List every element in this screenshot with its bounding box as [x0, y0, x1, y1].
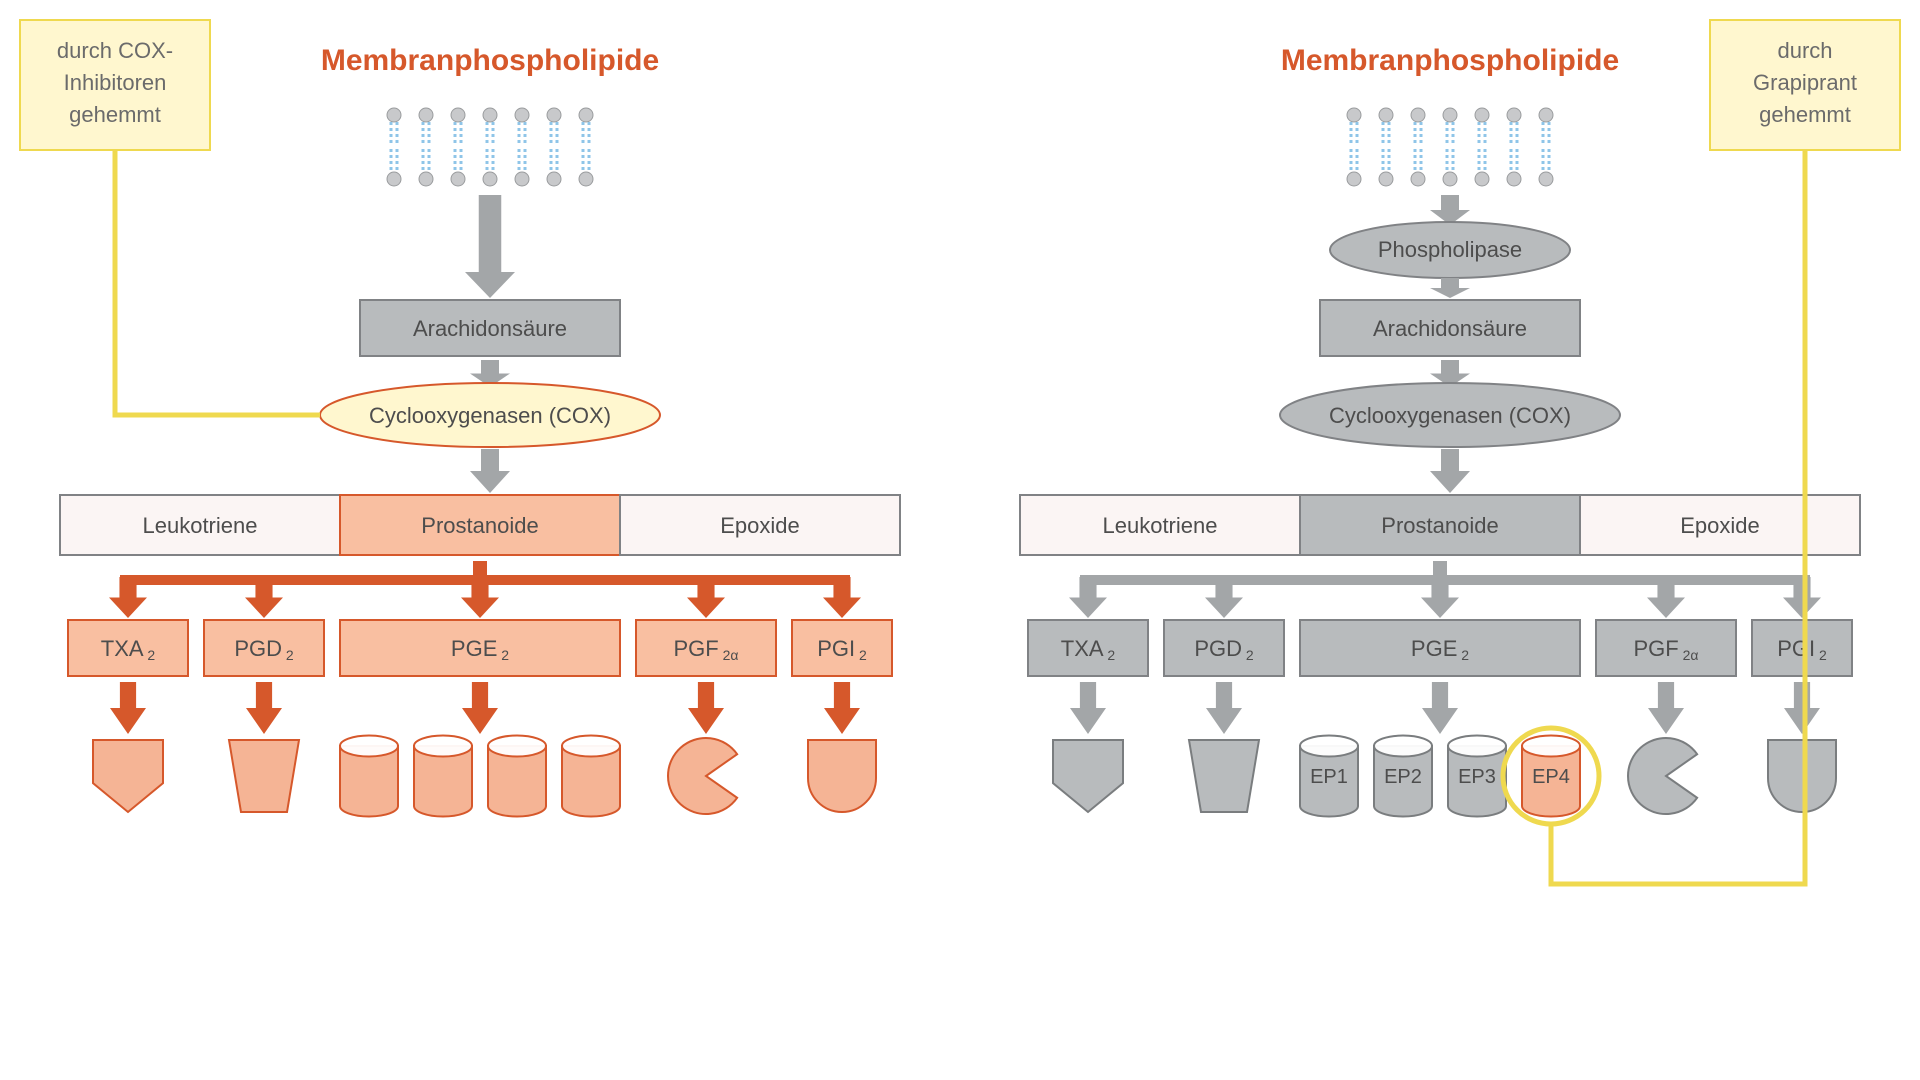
svg-text:durch: durch — [1777, 38, 1832, 63]
svg-text:durch COX-: durch COX- — [57, 38, 173, 63]
receptor-cylinder — [414, 736, 472, 817]
receptor-cylinder: EP3 — [1448, 736, 1506, 817]
svg-text:Cyclooxygenasen (COX): Cyclooxygenasen (COX) — [1329, 403, 1571, 428]
svg-text:Grapiprant: Grapiprant — [1753, 70, 1857, 95]
lipid-bilayer — [1347, 108, 1553, 186]
svg-text:EP2: EP2 — [1384, 766, 1422, 788]
svg-text:Prostanoide: Prostanoide — [421, 513, 538, 538]
receptor-cylinder: EP4 — [1522, 736, 1580, 817]
svg-text:gehemmt: gehemmt — [69, 102, 161, 127]
receptor-cylinder — [488, 736, 546, 817]
svg-text:EP3: EP3 — [1458, 766, 1496, 788]
diagram-canvas: Membranphospholipide Arachidonsäure Cycloo… — [0, 0, 1920, 1080]
svg-text:Cyclooxygenasen (COX): Cyclooxygenasen (COX) — [369, 403, 611, 428]
svg-text:Inhibitoren: Inhibitoren — [64, 70, 167, 95]
svg-text:Prostanoide: Prostanoide — [1381, 513, 1498, 538]
svg-text:Leukotriene: Leukotriene — [1103, 513, 1218, 538]
callout-left-connector — [115, 150, 320, 415]
panel-left: Membranphospholipide Arachidonsäure Cycloo… — [60, 44, 900, 816]
panel-right: Membranphospholipide Phospholipase Arachid… — [1020, 44, 1860, 824]
receptor-cylinder — [340, 736, 398, 817]
svg-text:gehemmt: gehemmt — [1759, 102, 1851, 127]
receptor-cylinder: EP1 — [1300, 736, 1358, 817]
title-text: Membranphospholipide — [321, 44, 659, 77]
receptor-cylinder — [562, 736, 620, 817]
svg-text:Epoxide: Epoxide — [1680, 513, 1760, 538]
lipid-bilayer — [387, 108, 593, 186]
svg-text:Arachidonsäure: Arachidonsäure — [413, 316, 567, 341]
title-text: Membranphospholipide — [1281, 44, 1619, 77]
svg-text:EP4: EP4 — [1532, 766, 1570, 788]
svg-text:Epoxide: Epoxide — [720, 513, 800, 538]
receptor-cylinder: EP2 — [1374, 736, 1432, 817]
svg-text:Phospholipase: Phospholipase — [1378, 237, 1522, 262]
svg-text:EP1: EP1 — [1310, 766, 1348, 788]
svg-text:Arachidonsäure: Arachidonsäure — [1373, 316, 1527, 341]
svg-text:Leukotriene: Leukotriene — [143, 513, 258, 538]
